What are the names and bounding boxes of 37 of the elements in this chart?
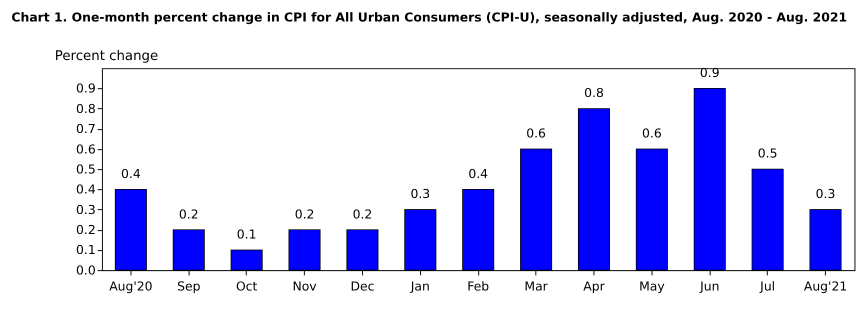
x-tick-label: Jul <box>759 280 776 294</box>
data-label: 0.2 <box>352 207 372 222</box>
x-tick-label: May <box>639 280 665 294</box>
y-tick-label: 0.5 <box>76 162 96 176</box>
data-label: 0.5 <box>758 146 778 161</box>
y-tick-label: 0.8 <box>76 102 96 116</box>
data-label: 0.2 <box>294 207 314 222</box>
x-tick-label: Feb <box>467 280 490 294</box>
x-tick-label: Aug'21 <box>804 280 848 294</box>
data-label: 0.1 <box>236 228 256 242</box>
x-tick-label: Jan <box>410 280 430 294</box>
x-tick-label: Apr <box>583 280 606 294</box>
x-tick-label: Sep <box>177 280 201 294</box>
x-tick-label: Oct <box>236 280 258 294</box>
x-tick-label: Aug'20 <box>109 280 153 294</box>
x-tick-label: Dec <box>350 280 375 294</box>
y-tick-label: 0.1 <box>76 243 96 258</box>
data-label: 0.3 <box>816 187 836 202</box>
data-label: 0.6 <box>526 126 546 141</box>
data-label: 0.8 <box>584 86 604 100</box>
data-label: 0.4 <box>468 166 488 181</box>
data-label: 0.4 <box>121 166 141 181</box>
y-tick-label: 0.9 <box>76 82 96 96</box>
y-axis-title: Percent change <box>54 49 158 64</box>
y-tick-label: 0.4 <box>76 182 96 197</box>
y-tick-label: 0.6 <box>76 142 96 156</box>
y-tick-label: 0.0 <box>76 263 96 278</box>
data-label: 0.3 <box>410 187 430 202</box>
data-label: 0.2 <box>178 207 199 222</box>
y-tick-label: 0.3 <box>76 202 96 217</box>
y-tick-label: 0.7 <box>76 122 96 136</box>
x-tick-label: Jun <box>699 280 720 294</box>
data-label: 0.6 <box>642 126 662 141</box>
x-tick-label: Nov <box>292 280 317 294</box>
chart-title: Chart 1. One-month percent change in CPI for All Urban Consumers (CPI-U), seasonally adjusted, Aug. 2020 - Aug. 2021 <box>11 10 848 25</box>
x-tick-label: Mar <box>524 280 549 294</box>
y-tick-label: 0.2 <box>76 223 96 238</box>
